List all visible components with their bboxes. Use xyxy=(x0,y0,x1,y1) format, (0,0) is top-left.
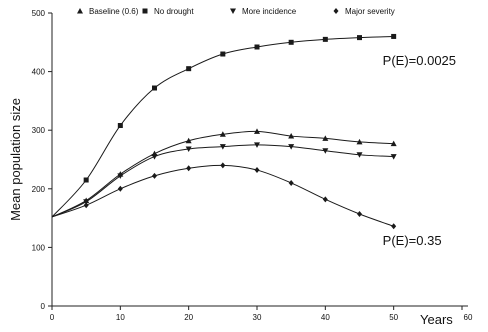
data-point-baseline-0-6 xyxy=(288,133,295,139)
x-tick-label: 30 xyxy=(253,313,262,322)
markers xyxy=(83,33,397,230)
data-point-major-severity xyxy=(391,223,397,230)
data-point-major-severity xyxy=(186,165,192,172)
data-point-more-incidence xyxy=(322,148,329,154)
data-point-more-incidence xyxy=(288,144,295,150)
legend-marker-no-drought xyxy=(142,8,148,14)
x-tick-label: 60 xyxy=(464,313,473,322)
y-tick-label: 100 xyxy=(32,243,46,252)
data-point-more-incidence xyxy=(151,154,158,160)
data-point-no-drought xyxy=(357,35,362,41)
data-point-no-drought xyxy=(83,177,89,183)
data-point-no-drought xyxy=(186,66,192,72)
x-tick-label: 20 xyxy=(184,313,193,322)
annotation-extinction-probability-no-drought: P(E)=0.0025 xyxy=(383,53,456,68)
data-point-major-severity xyxy=(254,167,260,174)
data-point-no-drought xyxy=(288,39,294,45)
data-point-major-severity xyxy=(357,210,362,217)
data-point-baseline-0-6 xyxy=(185,137,192,144)
y-tick-label: 200 xyxy=(32,185,46,194)
data-point-no-drought xyxy=(152,85,157,91)
x-tick-label: 0 xyxy=(50,313,55,322)
data-point-major-severity xyxy=(220,162,226,169)
x-tick-label: 40 xyxy=(321,313,330,322)
data-point-baseline-0-6 xyxy=(390,140,397,147)
axes xyxy=(51,13,468,307)
data-point-more-incidence xyxy=(185,146,192,152)
data-point-baseline-0-6 xyxy=(219,131,226,137)
data-point-more-incidence xyxy=(83,199,90,205)
data-point-no-drought xyxy=(117,123,123,129)
y-tick-label: 400 xyxy=(32,68,46,77)
ticks: 0 100 200 300 400 500 0 10 20 30 40 50 60 xyxy=(32,9,473,322)
data-point-baseline-0-6 xyxy=(254,128,260,134)
data-point-baseline-0-6 xyxy=(322,135,329,141)
legend-marker-baseline-0-6 xyxy=(77,8,83,14)
series-line-no-drought xyxy=(51,35,394,218)
annotation-extinction-probability-major-severity: P(E)=0.35 xyxy=(383,233,442,248)
data-point-no-drought xyxy=(220,51,226,57)
data-point-major-severity xyxy=(117,185,123,192)
data-point-more-incidence xyxy=(390,154,397,160)
data-point-major-severity xyxy=(322,196,328,203)
legend-marker-major-severity xyxy=(333,8,339,14)
data-point-major-severity xyxy=(152,172,157,179)
y-tick-label: 0 xyxy=(41,302,46,311)
x-tick-label: 10 xyxy=(116,313,125,322)
y-tick-label: 300 xyxy=(32,126,46,135)
data-point-major-severity xyxy=(288,179,294,186)
x-axis-label: Years xyxy=(420,312,453,327)
legend-label-baseline-0-6: Baseline (0.6) xyxy=(89,7,139,16)
data-point-baseline-0-6 xyxy=(356,138,363,145)
data-point-no-drought xyxy=(254,44,260,50)
legend: Baseline (0.6) No drought More incidence Ma… xyxy=(77,7,395,16)
legend-label-more-incidence: More incidence xyxy=(242,7,297,16)
x-tick-label: 50 xyxy=(389,313,398,322)
y-axis-label: Mean population size xyxy=(8,98,23,221)
series-line-more-incidence xyxy=(51,144,394,218)
data-point-more-incidence xyxy=(254,142,260,148)
data-point-no-drought xyxy=(322,36,328,42)
legend-marker-more-incidence xyxy=(230,8,236,14)
data-point-major-severity xyxy=(83,202,89,209)
legend-label-major-severity: Major severity xyxy=(345,7,395,16)
data-point-more-incidence xyxy=(356,152,363,158)
series-line-major-severity xyxy=(51,164,394,227)
data-point-no-drought xyxy=(391,33,397,39)
data-point-more-incidence xyxy=(219,144,226,150)
legend-label-no-drought: No drought xyxy=(154,7,194,16)
y-tick-label: 500 xyxy=(32,9,46,18)
data-point-more-incidence xyxy=(117,173,124,179)
